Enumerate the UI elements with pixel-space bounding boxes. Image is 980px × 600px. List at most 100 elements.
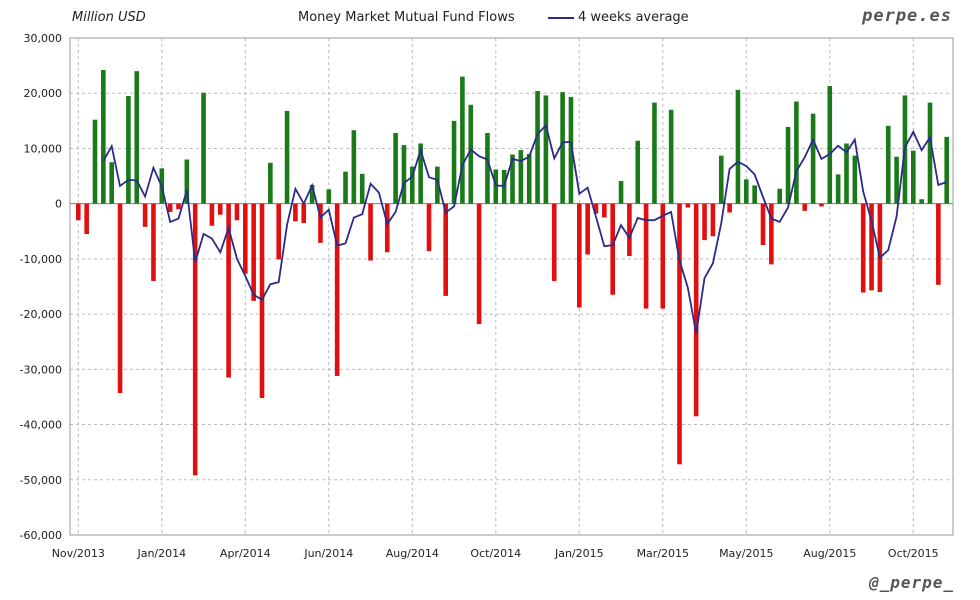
outflow-bar bbox=[84, 203, 89, 235]
outflow-bar bbox=[234, 203, 240, 221]
inflow-bar bbox=[351, 130, 357, 204]
inflow-bar bbox=[827, 86, 833, 204]
inflow-bar bbox=[668, 109, 674, 204]
outflow-bar bbox=[610, 203, 615, 295]
inflow-bar bbox=[410, 166, 415, 204]
inflow-bar bbox=[126, 95, 131, 204]
inflow-bar bbox=[435, 166, 440, 204]
outflow-bar bbox=[602, 203, 607, 218]
inflow-bar bbox=[568, 97, 574, 204]
outflow-bar bbox=[660, 203, 666, 309]
inflow-bar bbox=[510, 154, 515, 204]
inflow-bar bbox=[919, 199, 924, 204]
axes: 30,000 20,000 10,000 0 -10,000 -20,000 -30,000… bbox=[20, 32, 954, 560]
inflow-bar bbox=[309, 184, 315, 204]
inflow-bar bbox=[134, 71, 140, 204]
outflow-bar bbox=[685, 203, 691, 208]
inflow-bar bbox=[485, 132, 490, 204]
outflow-bar bbox=[276, 203, 281, 260]
x-tick-label: Jan/2015 bbox=[554, 547, 604, 560]
outflow-bar bbox=[293, 203, 298, 222]
outflow-bar bbox=[76, 203, 81, 221]
outflow-bar bbox=[677, 203, 682, 465]
x-tick-label: Apr/2014 bbox=[220, 547, 271, 560]
inflow-bar bbox=[835, 174, 841, 204]
outflow-bar bbox=[819, 203, 824, 207]
inflow-bar bbox=[785, 126, 791, 204]
inflow-bar bbox=[418, 143, 423, 204]
inflow-bar bbox=[718, 155, 724, 204]
outflow-bar bbox=[727, 203, 732, 213]
y-tick-label: 0 bbox=[55, 198, 62, 211]
inflow-bar bbox=[109, 162, 114, 204]
outflow-bar bbox=[627, 203, 632, 257]
outflow-bar bbox=[760, 203, 766, 246]
inflow-bar bbox=[526, 153, 532, 204]
x-tick-label: Oct/2014 bbox=[470, 547, 521, 560]
outflow-bar bbox=[769, 203, 774, 265]
x-tick-label: May/2015 bbox=[719, 547, 773, 560]
inflow-bar bbox=[92, 119, 98, 204]
outflow-bar bbox=[802, 203, 808, 211]
outflow-bar bbox=[301, 203, 307, 223]
outflow-bar bbox=[226, 203, 231, 378]
legend-label: 4 weeks average bbox=[578, 10, 689, 25]
outflow-bar bbox=[585, 203, 590, 255]
inflow-bar bbox=[911, 150, 916, 204]
inflow-bar bbox=[460, 76, 465, 204]
x-tick-label: Mar/2015 bbox=[637, 547, 689, 560]
outflow-bar bbox=[869, 203, 874, 291]
y-tick-label: -40,000 bbox=[20, 419, 62, 432]
y-tick-label: 30,000 bbox=[24, 32, 63, 45]
outflow-bar bbox=[426, 203, 432, 252]
y-tick-label: -50,000 bbox=[20, 474, 62, 487]
inflow-bar bbox=[393, 132, 398, 204]
outflow-bar bbox=[577, 203, 582, 308]
avg-line bbox=[102, 123, 947, 334]
x-tick-label: Nov/2013 bbox=[52, 547, 105, 560]
chart-title: Money Market Mutual Fund Flows bbox=[298, 10, 515, 25]
y-tick-label: -10,000 bbox=[20, 253, 62, 266]
y-tick-label: -30,000 bbox=[20, 363, 62, 376]
inflow-bar bbox=[852, 155, 858, 204]
y-tick-label: -60,000 bbox=[20, 529, 62, 542]
outflow-bar bbox=[217, 203, 223, 215]
y-unit-label: Million USD bbox=[72, 10, 146, 25]
plot-frame bbox=[69, 37, 954, 536]
inflow-bar bbox=[735, 89, 741, 204]
inflow-bar bbox=[885, 125, 891, 204]
inflow-bar bbox=[326, 189, 332, 204]
inflow-bar bbox=[652, 102, 657, 204]
outflow-bar bbox=[702, 203, 707, 241]
inflow-bar bbox=[794, 101, 799, 204]
bars bbox=[76, 70, 949, 476]
inflow-bar bbox=[518, 150, 524, 204]
outflow-bar bbox=[936, 203, 941, 285]
inflow-bar bbox=[284, 110, 290, 204]
inflow-bar bbox=[401, 145, 407, 204]
x-tick-label: Jan/2014 bbox=[136, 547, 186, 560]
inflow-bar bbox=[201, 92, 206, 204]
outflow-bar bbox=[877, 203, 883, 293]
inflow-bar bbox=[184, 159, 190, 204]
outflow-bar bbox=[259, 203, 265, 399]
outflow-bar bbox=[443, 203, 448, 296]
outflow-bar bbox=[251, 203, 256, 301]
outflow-bar bbox=[593, 203, 599, 214]
legend-line-swatch bbox=[548, 16, 574, 19]
x-tick-label: Aug/2015 bbox=[803, 547, 856, 560]
outflow-bar bbox=[551, 203, 557, 281]
outflow-bar bbox=[476, 203, 482, 325]
inflow-bar bbox=[451, 120, 457, 204]
outflow-bar bbox=[643, 203, 649, 309]
outflow-bar bbox=[117, 203, 123, 394]
outflow-bar bbox=[710, 203, 716, 237]
outflow-bar bbox=[142, 203, 148, 227]
inflow-bar bbox=[927, 102, 933, 204]
inflow-bar bbox=[844, 143, 849, 204]
x-tick-label: Aug/2014 bbox=[386, 547, 439, 560]
inflow-bar bbox=[560, 92, 565, 204]
outflow-bar bbox=[693, 203, 699, 417]
outflow-bar bbox=[167, 203, 173, 212]
